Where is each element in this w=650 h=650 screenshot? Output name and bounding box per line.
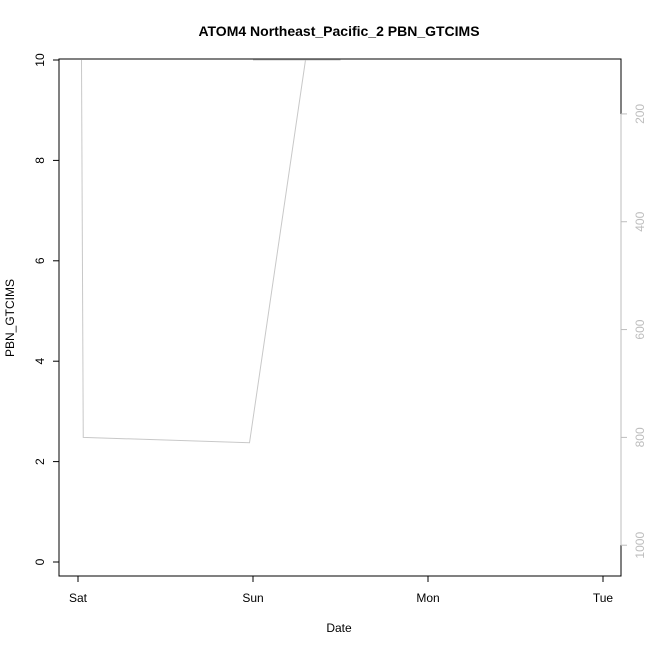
x-axis: Sat Sun Mon Tue xyxy=(69,575,614,605)
chart-title: ATOM4 Northeast_Pacific_2 PBN_GTCIMS xyxy=(198,23,479,39)
y-axis-label: PBN_GTCIMS xyxy=(3,279,17,357)
y2-tick-label: 1000 xyxy=(633,532,647,559)
y2-tick-label: 600 xyxy=(633,319,647,339)
y-tick-label: 4 xyxy=(33,358,47,365)
y2-tick-label: 200 xyxy=(633,104,647,124)
plot-frame xyxy=(58,58,622,577)
x-axis-label: Date xyxy=(326,621,352,635)
y-tick-label: 10 xyxy=(33,53,47,67)
y2-tick-label: 800 xyxy=(633,427,647,447)
pressure-line-layer xyxy=(81,59,341,444)
pressure-line xyxy=(81,59,341,444)
x-tick-label: Mon xyxy=(416,591,439,605)
x-tick-label: Sat xyxy=(69,591,88,605)
y-tick-label: 0 xyxy=(33,558,47,565)
x-tick-label: Tue xyxy=(593,591,614,605)
y-tick-label: 6 xyxy=(33,257,47,264)
y-tick-label: 8 xyxy=(33,157,47,164)
y2-tick-label: 400 xyxy=(633,211,647,231)
y-axis: 0 2 4 6 8 10 xyxy=(33,53,60,565)
x-tick-label: Sun xyxy=(242,591,263,605)
y2-axis: 200 400 600 800 1000 xyxy=(620,104,647,559)
y-tick-label: 2 xyxy=(33,458,47,465)
